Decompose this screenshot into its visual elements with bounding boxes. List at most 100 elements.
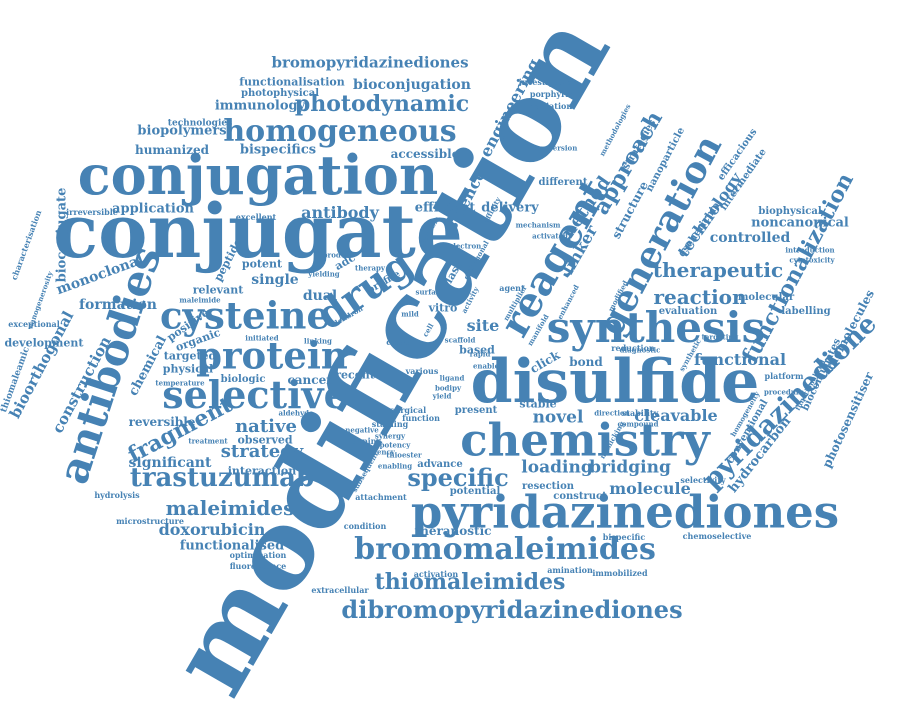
word: mechanism [515,220,561,230]
word: construct [553,491,607,502]
word: antibody [301,203,379,222]
word: significant [128,455,212,471]
word: bodipy [434,383,462,393]
word: photodynamic [294,91,470,117]
word: molecule [609,479,691,498]
word: strategy [220,441,304,462]
word: treatment [188,436,228,446]
word: yield [432,391,452,401]
word: amination [547,565,593,575]
word: enabling [377,461,413,471]
word: efficiency [357,447,395,457]
word: darpins [347,436,381,446]
word: procedure [763,387,805,397]
word: surface [415,287,445,297]
word: irreversible [66,207,118,217]
word: doxorubicin [158,520,266,539]
word: exceptional [8,319,60,329]
word: characterisation [8,208,44,282]
word: activation [413,569,459,579]
word: stability [621,408,659,418]
word: application [112,201,194,217]
word: potential [449,486,501,497]
word: diagnostic [619,345,661,355]
word: direction [594,408,630,418]
word: ligand [439,373,465,383]
word: functionalisation [239,75,345,89]
word: controlled [709,230,791,246]
word: synergy [374,431,406,441]
word: labelling [781,306,831,317]
word: temperature [155,378,205,388]
word: microstructure [116,516,184,526]
word: efficient [414,200,476,216]
word: mild [401,309,419,319]
word: maleimide [179,295,221,305]
word: dual [302,288,338,304]
word: chemistry [460,413,710,467]
word: compound [617,419,659,429]
word: electron [448,241,482,251]
word: biologic [220,374,266,385]
word: biopolymers [137,123,227,139]
word: fluorescence [229,561,287,571]
word: conversion [534,143,578,153]
word: bridging [589,457,671,478]
word: present [454,405,498,416]
word: bispecific [602,532,646,542]
word: observed [237,433,293,447]
word: surgical [389,405,427,415]
word: relevant [192,283,244,297]
word: reduction [611,343,655,353]
word: bromopyridazinediones [271,53,469,72]
word: site [466,316,500,335]
word: novel [532,407,584,428]
word: platform [764,371,804,381]
word: technologies [167,118,233,129]
word: therapeutic [652,258,784,282]
word: pyridazinediones [410,485,840,539]
word: agent [499,283,525,293]
word: thiomaleimides [374,569,566,595]
word: homogeneous [223,114,457,149]
word: disulfide [470,347,760,417]
word: chemoselective [682,531,752,541]
word: stapling [371,419,409,429]
word: maleimides [165,496,295,520]
word: activated [532,231,568,241]
word: thioester [386,450,422,460]
word: trastuzumab [129,463,315,493]
word: cysteine [160,293,330,338]
word: native [235,416,297,437]
word: therapy [355,263,385,273]
word: aldehyde [278,408,314,418]
word: formation [79,297,157,313]
word: hydrolysis [94,490,140,500]
word: bond [569,355,603,369]
word: extracellular [311,585,369,595]
word: condition [343,521,387,531]
word: single [251,272,299,288]
word: targeting [701,332,739,342]
word: enable [472,361,500,371]
word: cytotoxicity [789,255,835,265]
word: photophysical [240,88,320,99]
word: stable [519,397,557,411]
word: rapid [469,349,491,359]
word: noncanonical [751,215,849,231]
word: attachment [355,492,407,502]
word: optimisation [229,550,287,560]
word: potent [241,257,283,271]
word: bioconjugate [54,187,70,283]
word: physical [162,362,214,376]
word: reaction [653,285,747,309]
word: bioconjugation [353,77,471,93]
word: immobilized [592,568,648,578]
word: synthesis [546,303,766,352]
word: photosensitiser [819,369,877,471]
word: product [322,250,354,260]
word: immunology [214,98,306,114]
word: bromomaleimides [354,532,656,567]
word: functionalised [179,538,285,554]
